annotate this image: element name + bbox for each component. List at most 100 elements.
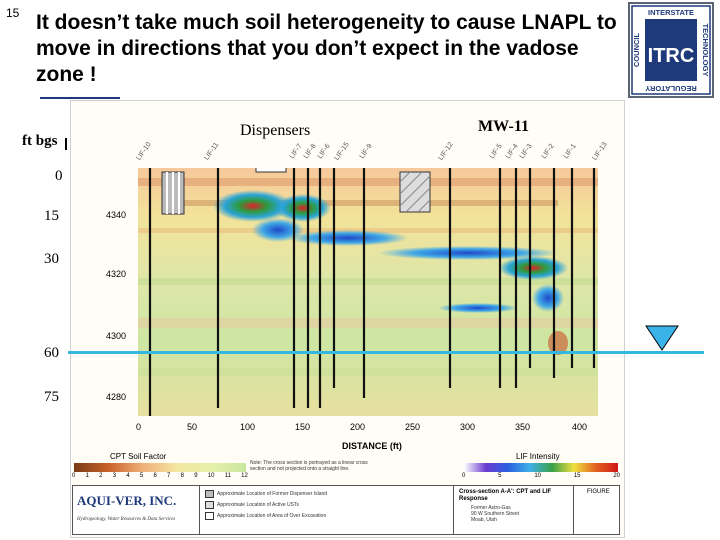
lif-tick: 5 [498,473,502,479]
section-title: Cross-section A-A': CPT and LIF Response [459,489,552,502]
x-tick: 350 [515,422,531,432]
well-label: LIF-9 [358,142,374,161]
cross-section-heatmap [138,165,598,416]
well-label: LIF-11 [203,141,221,162]
legend-item: Approximate Location of Active USTs [205,501,355,509]
title-block-divider [573,486,574,534]
well-label-row: LIF-10 LIF-11 LIF-7 LIF-8 LIF-6 LIF-15 L… [100,140,620,170]
y-tick: 4300 [106,331,127,341]
x-tick: 300 [460,422,476,432]
cpt-tick: 6 [153,473,157,479]
figure-legend: CPT Soil Factor 0 1 2 3 4 5 6 7 8 9 10 1… [72,452,624,536]
cpt-legend-ticks: 0 1 2 3 4 5 6 7 8 9 10 11 12 [72,473,248,483]
y-tick: 4280 [106,392,127,402]
depth-label-15: 15 [44,208,59,224]
slide-number: 15 [6,6,20,20]
title-underline [40,97,120,99]
title-block: AQUI-VER, INC. Hydrogeology, Water Resou… [72,485,620,535]
x-tick: 100 [240,422,256,432]
water-table-line [68,351,704,354]
logo-top-text: INTERSTATE [648,8,694,17]
well-label: LIF-10 [135,141,153,162]
dispensers-label: Dispensers [240,122,311,139]
legend-note: Note: The cross section is portrayed as … [250,460,368,472]
well-label: LIF-1 [562,142,578,161]
depth-label-75: 75 [44,389,59,405]
company-block: AQUI-VER, INC. Hydrogeology, Water Resou… [77,487,195,533]
cross-section-plot [138,165,598,416]
lif-tick: 15 [573,473,581,479]
site-info: Former Astro-Gas 90 W Southern Street Mo… [471,505,571,523]
logo-right-text: TECHNOLOGY [701,24,710,77]
lif-tick: 20 [613,473,620,479]
x-tick: 250 [405,422,421,432]
well-label: LIF-3 [518,142,534,161]
legend-item: Approximate Location of Area of Over Exc… [205,512,355,520]
cpt-tick: 9 [194,473,198,479]
x-tick: 400 [572,422,588,432]
cpt-tick: 11 [224,473,231,479]
depth-label-30: 30 [44,251,59,267]
cpt-tick: 3 [112,473,117,479]
company-name: AQUI-VER, INC. [77,493,177,508]
well-label: LIF-2 [540,142,556,161]
dispenser-swatch-icon [205,490,214,498]
x-tick: 0 [136,422,142,432]
x-tick: 200 [350,422,366,432]
cpt-tick: 1 [85,473,89,479]
logo-bottom-text: REGULATORY [645,84,697,93]
slide-title: It doesn’t take much soil heterogeneity … [36,11,617,86]
cpt-tick: 12 [241,473,248,479]
mw-11-label: MW-11 [478,118,529,135]
well-label: LIF-5 [488,142,504,161]
water-table-triangle-icon [645,325,679,351]
cpt-legend-title: CPT Soil Factor [110,452,167,461]
itrc-logo-graphic: INTERSTATE REGULATORY COUNCIL TECHNOLOGY… [631,5,711,95]
cpt-tick: 2 [99,473,103,479]
site-line: Former Astro-Gas [471,505,511,511]
cpt-tick: 5 [139,473,144,479]
depth-header: ft bgs [22,133,58,149]
cpt-color-bar [74,463,246,472]
site-line: 90 W Southern Street [471,511,520,517]
depth-label-60: 60 [44,345,59,361]
well-label: LIF-12 [437,141,455,162]
company-tagline: Hydrogeology, Water Resources & Data Ser… [77,517,176,522]
legend-item: Approximate Location of Former Dispenser… [205,490,355,498]
well-label: LIF-6 [316,142,332,161]
legend-item-label: Approximate Location of Former Dispenser… [217,491,328,497]
cpt-tick: 0 [72,473,76,479]
well-label: LIF-13 [591,141,609,162]
lif-tick: 0 [462,473,466,479]
lif-color-bar [464,463,618,472]
well-label: LIF-4 [504,142,520,161]
x-axis-title: DISTANCE (ft) [342,441,402,451]
legend-item-label: Approximate Location of Area of Over Exc… [217,513,327,519]
depth-tick-mark [65,138,67,150]
itrc-logo: INTERSTATE REGULATORY COUNCIL TECHNOLOGY… [628,2,714,98]
x-tick: 50 [187,422,198,432]
cpt-tick: 10 [207,473,215,479]
lif-legend-ticks: 0 5 10 15 20 [462,473,620,483]
site-line: Moab, Utah [471,517,497,523]
lif-legend-title: LIF Intensity [516,452,560,461]
figure-label: FIGURE [587,489,610,495]
well-label: LIF-8 [302,142,318,161]
cpt-tick: 7 [167,473,171,479]
well-label: LIF-7 [288,142,304,161]
y-tick: 4340 [106,210,127,220]
title-block-divider [453,486,454,534]
legend-items: Approximate Location of Former Dispenser… [205,490,355,532]
well-label: LIF-15 [333,141,351,162]
cpt-tick: 4 [126,473,130,479]
title-block-divider [199,486,200,534]
y-tick: 4320 [106,269,127,279]
excavation-swatch-icon [205,512,214,520]
lif-tick: 10 [534,473,541,479]
depth-label-0: 0 [55,168,63,184]
ust-swatch-icon [205,501,214,509]
logo-left-text: COUNCIL [632,33,641,68]
legend-item-label: Approximate Location of Active USTs [217,502,299,508]
cpt-tick: 8 [180,473,184,479]
x-tick: 150 [295,422,311,432]
